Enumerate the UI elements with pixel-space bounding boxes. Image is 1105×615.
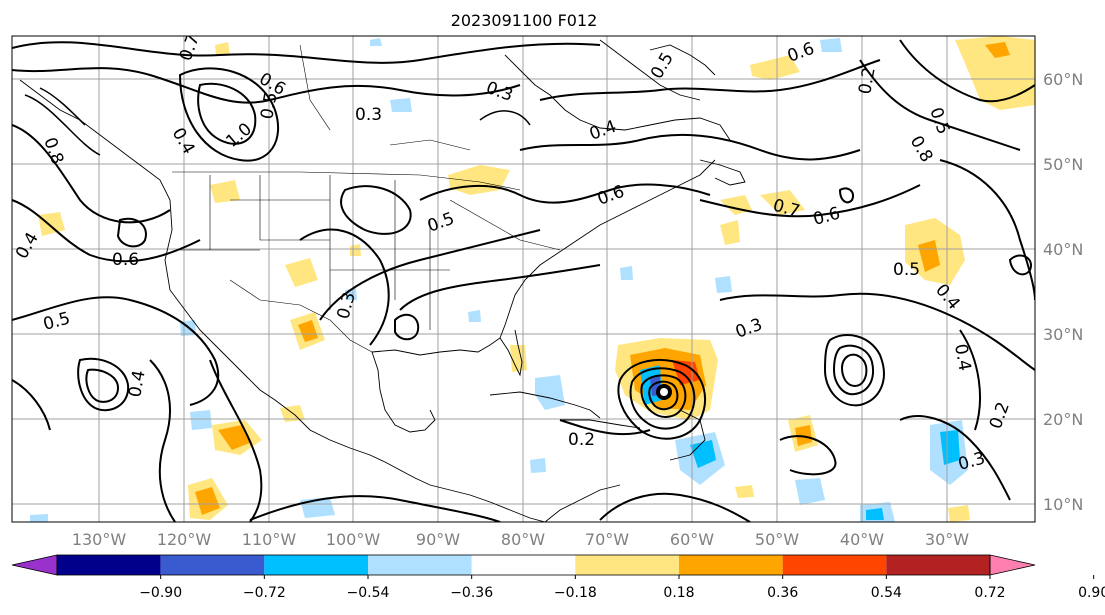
contour-label: 0.3 xyxy=(355,105,382,125)
colorbar-tick-label: 0.18 xyxy=(663,585,694,601)
contour-label: 0.2 xyxy=(568,430,595,450)
lon-label: 90°W xyxy=(416,530,460,549)
colorbar-segment xyxy=(264,555,368,575)
contour-label: 0.4 xyxy=(950,342,974,372)
colorbar-segment xyxy=(368,555,472,575)
lat-label: 50°N xyxy=(1043,155,1083,174)
lon-label: 50°W xyxy=(755,530,799,549)
contour-label: 0.5 xyxy=(257,91,281,121)
colorbar-segment xyxy=(160,555,265,575)
longitude-labels: 130°W 120°W 110°W 100°W 90°W 80°W 70°W 6… xyxy=(72,530,969,549)
lon-label: 100°W xyxy=(326,530,381,549)
contour-label: 0.2 xyxy=(855,66,879,96)
lon-label: 40°W xyxy=(840,530,884,549)
contour-label: 0.4 xyxy=(125,369,149,399)
colorbar-segment xyxy=(57,555,161,575)
map-title: 2023091100 F012 xyxy=(451,11,598,30)
colorbar-tick-label: −0.36 xyxy=(450,585,493,601)
lon-label: 70°W xyxy=(585,530,629,549)
contour-label: 0.6 xyxy=(112,250,139,270)
colorbar-frame xyxy=(56,554,991,576)
colorbar-tick-label: −0.54 xyxy=(347,585,390,601)
colorbar-tick-label: −0.90 xyxy=(139,585,182,601)
colorbar-segment xyxy=(782,555,887,575)
colorbar-tick-label: −0.18 xyxy=(554,585,597,601)
lat-label: 40°N xyxy=(1043,240,1083,259)
colorbar-tick-label: 0.36 xyxy=(767,585,798,601)
lat-label: 60°N xyxy=(1043,70,1083,89)
colorbar-extend-high xyxy=(989,554,1036,576)
colorbar-tick-label: 0.72 xyxy=(974,585,1005,601)
coastlines xyxy=(19,39,746,522)
colorbar-tick-label: −0.72 xyxy=(243,585,286,601)
lon-label: 80°W xyxy=(501,530,545,549)
contour-lines xyxy=(12,39,1035,522)
latitude-labels: 60°N 50°N 40°N 30°N 20°N 10°N xyxy=(1043,70,1083,514)
lat-label: 30°N xyxy=(1043,325,1083,344)
colorbar-extend-low xyxy=(11,554,58,576)
map-frame xyxy=(11,35,1036,523)
colorbar-segment xyxy=(575,555,679,575)
colorbar: −0.90 −0.72 −0.54 −0.36 −0.18 0.18 0.36 0.54 0.7… xyxy=(11,554,1105,601)
colorbar-segment xyxy=(886,555,990,575)
storm-center-marker xyxy=(656,384,672,400)
colorbar-tick-label: 0.90 xyxy=(1078,585,1105,601)
lon-label: 60°W xyxy=(670,530,714,549)
lon-label: 120°W xyxy=(157,530,212,549)
contour-label: 0.5 xyxy=(893,260,920,280)
lon-label: 130°W xyxy=(72,530,127,549)
map-panel: 0.6 0.5 0.3 0.4 1.0 0.7 0.8 0.6 0.5 0.4 … xyxy=(11,35,1036,523)
contour-labels: 0.6 0.5 0.3 0.4 1.0 0.7 0.8 0.6 0.5 0.4 … xyxy=(12,36,1014,475)
lat-label: 20°N xyxy=(1043,410,1083,429)
colorbar-segment xyxy=(679,555,783,575)
lon-label: 30°W xyxy=(925,530,969,549)
colorbar-segment xyxy=(471,555,576,575)
lon-label: 110°W xyxy=(242,530,297,549)
lat-label: 10°N xyxy=(1043,495,1083,514)
colorbar-tick-label: 0.54 xyxy=(871,585,902,601)
